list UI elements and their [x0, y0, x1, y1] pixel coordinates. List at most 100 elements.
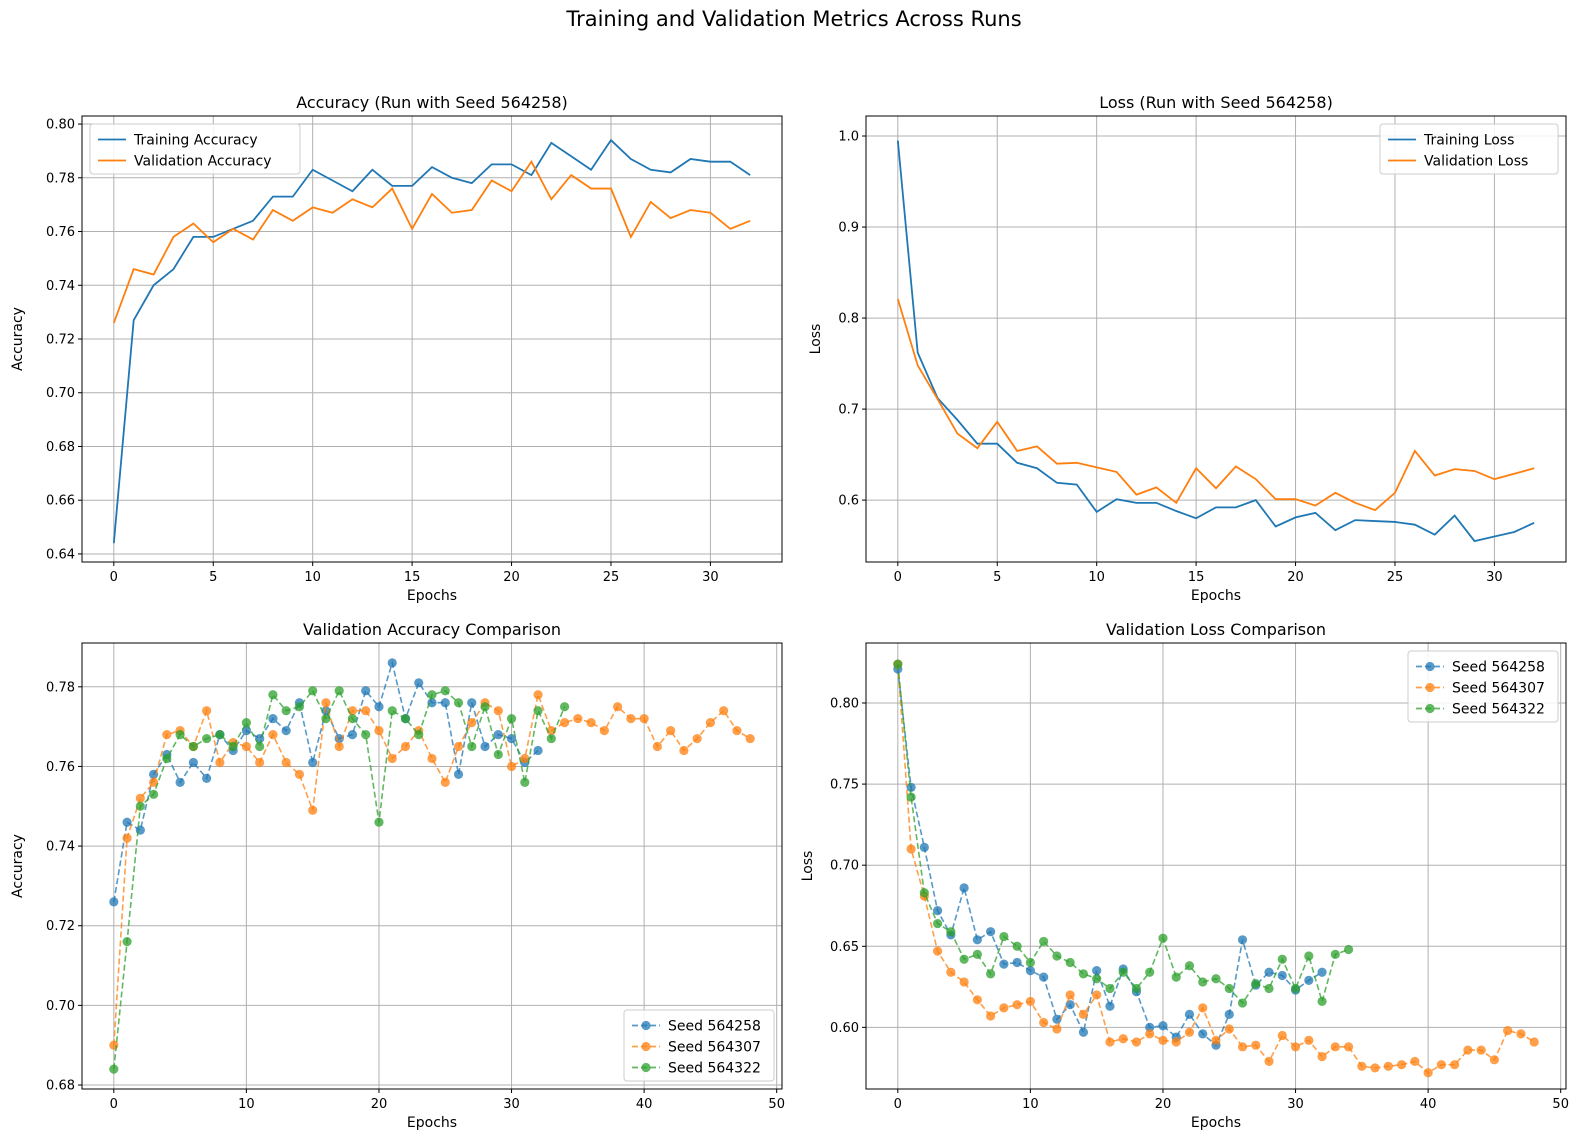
legend-entry: Training Accuracy [133, 133, 258, 149]
data-point [705, 718, 716, 728]
data-point [374, 817, 384, 827]
x-tick-label: 20 [1155, 1097, 1172, 1112]
data-point [493, 706, 503, 716]
data-point [1065, 990, 1075, 1000]
data-point [1330, 1042, 1340, 1052]
plot-area [112, 138, 751, 544]
data-point [1198, 977, 1208, 987]
legend: Seed 564258 Seed 564307 Seed 564322 [623, 1009, 775, 1082]
legend-box [89, 123, 301, 175]
data-point [162, 753, 172, 764]
data-point [1078, 1027, 1089, 1037]
data-point [1304, 951, 1314, 961]
y-tick-label: 0.64 [46, 547, 75, 562]
y-tick-label: 0.6 [838, 494, 859, 509]
data-point [1012, 941, 1022, 951]
x-tick-label: 50 [768, 1097, 785, 1112]
y-tick-label: 0.75 [830, 778, 859, 793]
data-point [652, 741, 662, 752]
data-point [506, 714, 517, 724]
data-point [1343, 1042, 1354, 1052]
data-point [613, 702, 623, 712]
x-tick-label: 50 [1552, 1097, 1569, 1112]
data-point [599, 726, 609, 736]
y-tick-label: 0.80 [830, 697, 859, 712]
axes-frame [865, 642, 1567, 1090]
data-point [294, 769, 305, 780]
data-point [347, 714, 358, 724]
data-point [281, 706, 291, 716]
data-point [202, 773, 212, 783]
data-point [906, 844, 916, 854]
x-tick-label: 5 [209, 570, 217, 585]
chart-title: Validation Accuracy Comparison [303, 620, 561, 639]
data-point [1343, 944, 1354, 955]
data-point [122, 937, 132, 947]
data-point [1423, 1068, 1433, 1078]
data-point [135, 793, 145, 803]
data-point [1118, 1034, 1128, 1044]
data-point [1025, 966, 1035, 976]
data-point [506, 761, 517, 772]
legend: Training Loss Validation Loss [1379, 123, 1559, 175]
data-point [1277, 954, 1287, 964]
data-point [972, 995, 982, 1005]
data-point [1463, 1045, 1473, 1055]
data-point [1304, 975, 1314, 985]
data-point [1078, 1009, 1089, 1019]
data-point [453, 769, 464, 780]
y-tick-label: 0.76 [46, 225, 75, 240]
chart-title: Loss (Run with Seed 564258) [1099, 93, 1333, 112]
data-point [467, 718, 477, 728]
x-tick-label: 25 [1387, 570, 1404, 585]
data-point [559, 702, 570, 712]
x-tick-label: 30 [1486, 570, 1503, 585]
data-point [1476, 1045, 1486, 1055]
x-tick-label: 40 [1420, 1097, 1437, 1112]
x-tick-label: 20 [1287, 570, 1304, 585]
axes-frame [865, 115, 1567, 563]
y-tick-label: 0.78 [46, 171, 75, 186]
data-point [400, 741, 411, 752]
data-point [932, 918, 943, 929]
data-point [972, 935, 982, 945]
data-point [135, 801, 145, 811]
data-point [1105, 983, 1115, 994]
data-point [1092, 990, 1102, 1000]
y-tick-label: 0.66 [46, 494, 75, 509]
chart-title: Validation Loss Comparison [1106, 620, 1326, 639]
y-tick-label: 0.70 [46, 999, 75, 1014]
data-point [1078, 969, 1089, 979]
data-point [1105, 1001, 1115, 1011]
data-point [573, 714, 583, 724]
data-point [692, 733, 702, 744]
y-tick-label: 0.9 [838, 221, 859, 236]
legend: Seed 564258 Seed 564307 Seed 564322 [1407, 650, 1559, 723]
data-point [1131, 1037, 1142, 1047]
data-point [932, 946, 943, 956]
x-tick-label: 15 [1188, 570, 1205, 585]
data-point [1145, 967, 1155, 977]
data-point [1224, 983, 1234, 994]
data-point [361, 729, 371, 740]
chart-panel-3: 0 10 20 30 40 50 0.68 0.70 0.72 0.74 0.76 0.78 Valid… [10, 620, 785, 1131]
data-point [986, 969, 996, 979]
data-point [1012, 1000, 1022, 1010]
data-point [1039, 972, 1049, 982]
data-point [281, 757, 291, 768]
data-point [109, 1064, 119, 1074]
data-point [1065, 957, 1075, 968]
x-axis-label: Epochs [1191, 588, 1241, 604]
data-point [122, 817, 132, 827]
data-point [1211, 1035, 1221, 1045]
data-point [906, 782, 916, 792]
data-point [626, 714, 636, 724]
data-point [308, 805, 318, 815]
plot-area [896, 140, 1535, 543]
y-tick-label: 0.60 [830, 1021, 859, 1036]
legend-entry: Seed 564307 [1452, 681, 1545, 697]
data-point [1052, 1024, 1062, 1034]
data-point [999, 1003, 1009, 1013]
data-point [387, 658, 397, 668]
data-point [1264, 1056, 1274, 1067]
